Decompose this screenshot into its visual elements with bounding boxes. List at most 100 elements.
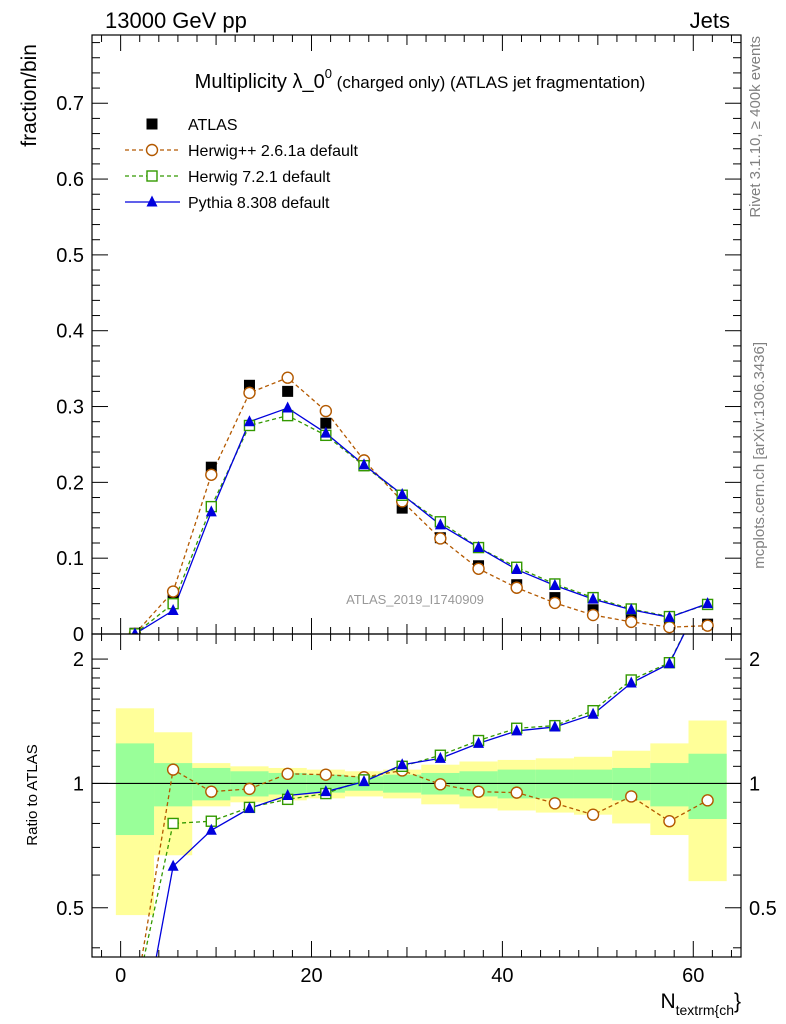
x-tick-label: 0 (115, 965, 126, 987)
ratio-point-pythia-8-308-default (243, 801, 255, 813)
ratio-point-pythia-8-308-default (167, 859, 179, 871)
ratio-point-pythia-8-308-default (205, 823, 217, 835)
ratio-point-pythia-8-308-default (549, 720, 561, 732)
legend-entry: Pythia 8.308 default (125, 195, 330, 212)
upper-y-tick-label: 0 (73, 624, 84, 646)
ratio-point-pythia-8-308-default (663, 657, 675, 669)
upper-line-pythia-8-308-default (134, 407, 708, 634)
upper-y-tick-label: 0.7 (56, 93, 84, 115)
point-pythia-8-308-default (549, 578, 561, 590)
point-atlas (396, 502, 408, 514)
ratio-point-herwig-2-6-1a-default (472, 785, 485, 798)
chart-title-main: Multiplicity λ_0 (195, 71, 325, 93)
mcplots-info: mcplots.cern.ch [arXiv:1306.3436] (751, 342, 768, 569)
ratio-band-inner (650, 763, 689, 807)
legend-label: Herwig++ 2.6.1a default (188, 143, 358, 160)
point-pythia-8-308-default (282, 401, 294, 413)
lower-plot-frame (91, 633, 742, 958)
ratio-point-pythia-8-308-default (358, 775, 370, 787)
point-atlas (205, 461, 217, 473)
point-herwig-2-6-1a-default (166, 585, 180, 598)
ratio-point-herwig-2-6-1a-default (205, 785, 218, 798)
point-pythia-8-308-default (167, 603, 179, 615)
upper-line-herwig-2-6-1a-default (134, 376, 708, 634)
ratio-point-herwig-2-6-1a-default (166, 763, 180, 776)
legend-entry: ATLAS (146, 117, 238, 134)
header-jets: Jets (690, 8, 730, 33)
point-herwig-2-6-1a-default (625, 615, 638, 629)
x-tick-label: 20 (300, 965, 322, 987)
point-herwig-2-6-1a-default (548, 596, 562, 610)
ratio-point-herwig-2-6-1a-default (548, 797, 562, 810)
upper-y-tick-label: 0.6 (56, 169, 84, 191)
point-herwig-2-6-1a-default (701, 619, 714, 632)
ratio-point-pythia-8-308-default (511, 724, 523, 736)
lower-y-tick-label-right: 0.5 (749, 898, 777, 920)
x-tick-label: 40 (491, 965, 513, 987)
lower-y-tick-label-right: 2 (749, 649, 760, 671)
point-pythia-8-308-default (434, 518, 446, 530)
point-atlas (320, 417, 332, 429)
legend-marker (146, 170, 158, 182)
ratio-point-pythia-8-308-default (587, 707, 599, 719)
ratio-point-pythia-8-308-default (625, 676, 637, 688)
ratio-point-herwig-2-6-1a-default (701, 794, 714, 807)
legend-entry: Herwig 7.2.1 default (125, 169, 331, 186)
lower-y-axis-label: Ratio to ATLAS (24, 744, 41, 845)
ratio-point-herwig-2-6-1a-default (625, 790, 638, 803)
chart-title-rest: (charged only) (ATLAS jet fragmentation) (332, 73, 645, 92)
point-pythia-8-308-default (205, 505, 217, 517)
point-herwig-2-6-1a-default (434, 532, 447, 545)
ratio-point-herwig-2-6-1a-default (586, 808, 600, 821)
point-atlas (282, 385, 294, 397)
ratio-point-pythia-8-308-default (434, 751, 446, 763)
point-herwig-2-6-1a-default (205, 468, 218, 481)
legend-label: Pythia 8.308 default (188, 195, 330, 212)
point-pythia-8-308-default (625, 603, 637, 615)
x-axis-label: Ntextrm{ch} (660, 990, 741, 1018)
upper-y-axis-label: fraction/bin (18, 44, 41, 147)
upper-y-tick-label: 0.4 (56, 321, 84, 343)
point-pythia-8-308-default (243, 415, 255, 427)
analysis-watermark: ATLAS_2019_I1740909 (346, 592, 484, 607)
point-pythia-8-308-default (702, 597, 714, 609)
point-pythia-8-308-default (358, 458, 370, 470)
point-herwig-2-6-1a-default (319, 404, 333, 418)
ratio-line-herwig-7-2-1-default (143, 634, 685, 957)
legend-marker (146, 195, 158, 207)
ratio-point-pythia-8-308-default (473, 736, 485, 748)
chart-title: Multiplicity λ_00 (charged only) (ATLAS … (195, 66, 646, 93)
point-pythia-8-308-default (396, 487, 408, 499)
ratio-point-herwig-2-6-1a-default (510, 786, 523, 799)
point-pythia-8-308-default (663, 610, 675, 622)
header-energy: 13000 GeV pp (105, 8, 247, 33)
ratio-line-herwig-2-6-1a-default (141, 768, 708, 957)
point-pythia-8-308-default (473, 541, 485, 553)
point-herwig-2-6-1a-default (243, 386, 256, 400)
legend: ATLAS Herwig++ 2.6.1a default Herwig 7.2.1… (125, 117, 358, 212)
point-pythia-8-308-default (511, 563, 523, 575)
legend-label: ATLAS (188, 117, 238, 134)
point-herwig-2-6-1a-default (510, 581, 523, 594)
point-herwig-2-6-1a-default (663, 620, 676, 634)
lower-y-tick-label-right: 1 (749, 773, 760, 795)
lower-y-tick-label-left: 0.5 (56, 898, 84, 920)
lower-y-tick-label-left: 2 (73, 649, 84, 671)
ratio-point-pythia-8-308-default (396, 758, 408, 770)
point-pythia-8-308-default (320, 426, 332, 438)
point-herwig-2-6-1a-default (472, 562, 485, 575)
ratio-point-herwig-2-6-1a-default (434, 778, 447, 791)
legend-entry: Herwig++ 2.6.1a default (125, 143, 358, 160)
ratio-band-inner (115, 743, 155, 836)
point-atlas (243, 379, 255, 391)
upper-y-tick-label: 0.2 (56, 472, 84, 494)
point-pythia-8-308-default (131, 627, 139, 634)
ratio-point-herwig-7-2-1-default (167, 817, 179, 830)
ratio-point-herwig-2-6-1a-default (663, 815, 676, 828)
x-axis-label-close: } (734, 990, 741, 1013)
rivet-info: Rivet 3.1.10, ≥ 400k events (747, 36, 764, 218)
lower-y-tick-label-left: 1 (73, 773, 84, 795)
legend-marker (146, 118, 158, 130)
x-axis-label-sub: textrm{ch (676, 1002, 734, 1018)
ratio-point-pythia-8-308-default (320, 785, 332, 797)
